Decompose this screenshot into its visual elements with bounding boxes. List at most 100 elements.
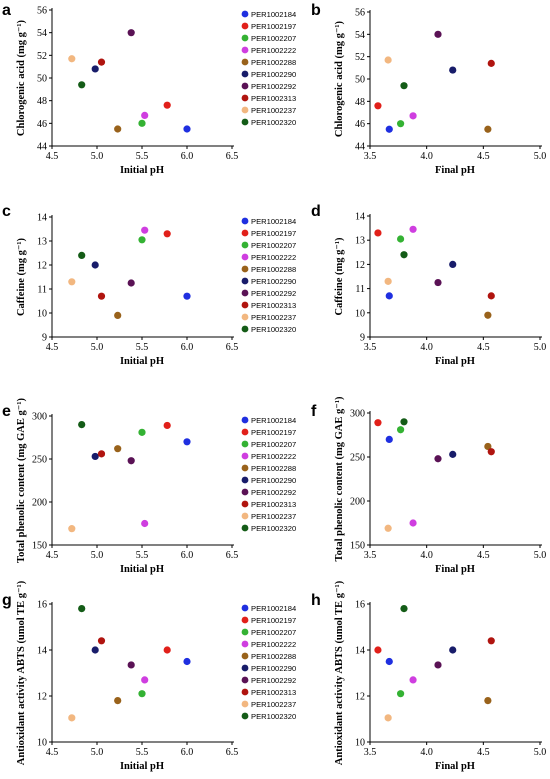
x-tick-label: 4.5 [46,342,59,353]
y-tick-label: 44 [355,142,365,153]
point-PER1002184 [385,292,393,300]
y-tick-label: 50 [355,75,365,86]
legend-marker [241,440,249,448]
legend-marker [241,289,249,297]
x-tick-label: 5.0 [91,550,104,561]
legend-label: PER1002313 [251,688,296,697]
point-PER1002290 [91,65,99,73]
legend-label: PER1002290 [251,664,296,673]
legend-marker [241,253,249,261]
y-tick-label: 44 [37,142,47,153]
x-axis-title: Initial pH [120,564,164,575]
panel-g: g 4.5 5.0 5.5 6.0 6.5 10 12 14 16 Initial pH Antiox… [2,580,296,772]
x-tick-label: 4.5 [477,550,490,561]
y-axis-title: Caffeine (mg g⁻¹) [16,237,27,316]
panel-e: e 4.5 5.0 5.5 6.0 6.5 150 200 250 300 Initial pH To… [2,398,296,575]
legend-marker [241,500,249,508]
legend-marker [241,428,249,436]
x-tick-label: 5.5 [136,151,149,162]
legend-label: PER1002320 [251,712,296,721]
point-PER1002288 [484,125,492,133]
point-PER1002290 [91,261,99,269]
point-PER1002207 [138,119,146,127]
point-PER1002222 [409,676,417,684]
x-tick-label: 4.0 [420,747,433,758]
point-PER1002313 [97,58,106,66]
x-tick-label: 4.5 [477,747,490,758]
y-tick-label: 14 [37,646,47,657]
legend-label: PER1002288 [251,652,296,661]
y-tick-label: 54 [37,28,47,39]
point-PER1002320 [78,605,86,613]
x-tick-label: 6.5 [226,550,239,561]
point-PER1002320 [400,418,408,426]
x-axis-title: Final pH [435,564,475,575]
x-tick-label: 5.0 [534,342,547,353]
y-axis-title: Chlorogenic acid (mg g⁻¹) [334,20,345,137]
legend-marker [241,301,249,309]
legend-label: PER1002222 [251,640,296,649]
legend-marker [241,265,249,273]
point-PER1002237 [384,56,392,64]
x-tick-label: 5.0 [534,151,547,162]
x-tick-label: 6.0 [181,747,194,758]
point-PER1002292 [127,29,135,37]
legend-marker [241,22,249,30]
legend-label: PER1002313 [251,500,296,509]
point-PER1002184 [385,657,393,666]
point-PER1002313 [97,292,106,300]
point-PER1002197 [374,229,382,237]
y-tick-label: 52 [37,51,47,62]
point-PER1002237 [384,277,392,285]
point-PER1002197 [163,230,171,238]
y-tick-label: 10 [355,738,365,749]
legend-marker [241,640,249,648]
legend-label: PER1002290 [251,476,296,485]
panel-h: h 3.5 4.0 4.5 5.0 10 12 14 16 Final pH Antioxidant… [311,580,546,772]
point-PER1002222 [141,226,149,234]
point-PER1002320 [400,251,408,259]
legend: PER1002184 PER1002197 PER1002207 PER1002222… [241,416,296,533]
legend-marker [241,652,249,660]
point-PER1002207 [397,235,405,243]
legend-label: PER1002237 [251,106,296,115]
y-tick-label: 9 [360,333,365,344]
x-tick-label: 5.0 [91,747,104,758]
x-axis-title: Initial pH [120,356,164,367]
legend-marker [241,700,249,708]
point-PER1002222 [409,112,417,120]
legend-marker [241,464,249,472]
legend-label: PER1002207 [251,241,296,250]
legend-label: PER1002222 [251,452,296,461]
x-tick-label: 5.0 [534,747,547,758]
x-tick-label: 4.0 [420,151,433,162]
legend-label: PER1002222 [251,253,296,262]
y-tick-label: 46 [355,119,365,130]
panel-a: a 4.5 5.0 5.5 6.0 6.5 44 46 48 50 52 54 56 Initial pH… [2,2,296,176]
x-tick-label: 3.5 [364,550,377,561]
y-tick-label: 50 [37,74,47,85]
y-tick-label: 11 [37,285,47,296]
y-axis-title: Caffeine (mg g⁻¹) [334,237,345,316]
panel-f: f 3.5 4.0 4.5 5.0 150 200 250 300 Final pH Total p… [311,396,546,575]
point-PER1002320 [78,81,86,89]
legend-marker [241,58,249,66]
legend-label: PER1002184 [251,416,296,425]
point-PER1002288 [114,445,122,453]
legend-marker [241,476,249,484]
legend-label: PER1002290 [251,277,296,286]
legend-label: PER1002222 [251,46,296,55]
point-PER1002290 [449,260,457,268]
y-tick-label: 200 [350,497,365,508]
y-axis-title: Antioxidant activity ABTS (umol TE g⁻¹) [16,580,27,765]
legend-marker [241,118,249,126]
point-PER1002320 [78,421,86,429]
point-PER1002288 [114,311,122,319]
legend-label: PER1002197 [251,22,296,31]
legend-label: PER1002292 [251,488,296,497]
panel-letter: c [2,203,11,220]
y-tick-label: 14 [355,646,365,657]
x-tick-label: 4.5 [46,550,59,561]
legend-marker [241,488,249,496]
x-tick-label: 6.0 [181,151,194,162]
